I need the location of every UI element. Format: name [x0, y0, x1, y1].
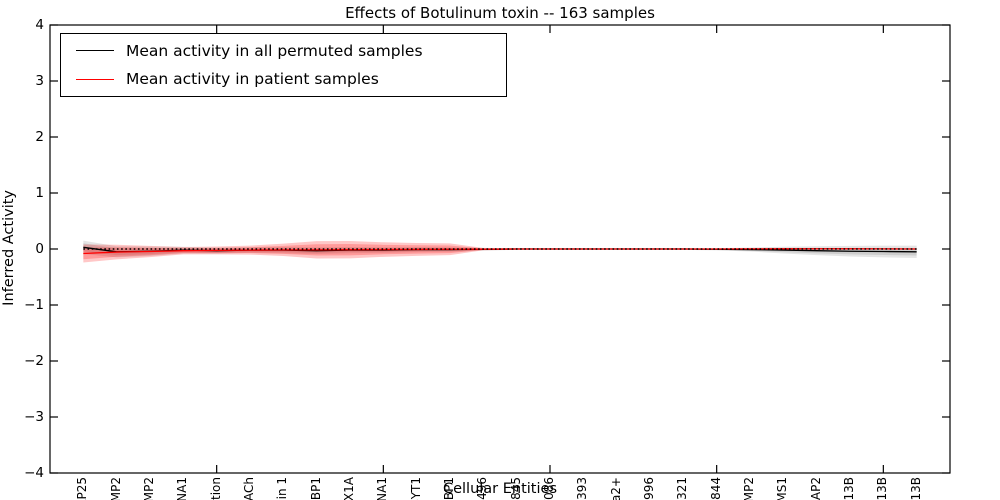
legend-label: Mean activity in patient samples: [126, 70, 379, 89]
legend-entry: Mean activity in patient samples: [61, 66, 506, 93]
y-tick-label: −2: [24, 352, 44, 369]
y-tick-label: −4: [24, 464, 44, 481]
y-tick-label: 3: [35, 72, 44, 89]
y-tick-label: −1: [24, 296, 44, 313]
x-axis-label: Cellular Entities: [442, 481, 558, 497]
chart-title: Effects of Botulinum toxin -- 163 sample…: [345, 4, 655, 22]
legend-line-swatch: [76, 78, 114, 80]
y-tick-label: 2: [35, 128, 44, 145]
y-tick-label: 0: [35, 240, 44, 257]
y-tick-label: 4: [35, 16, 44, 33]
legend-line-swatch: [76, 50, 114, 52]
band-patient-outer: [83, 240, 917, 263]
band-patient-inner: [83, 244, 917, 260]
legend-label: Mean activity in all permuted samples: [126, 41, 423, 60]
y-tick-label: 1: [35, 184, 44, 201]
y-tick-label: −3: [24, 408, 44, 425]
legend: Mean activity in all permuted samples Mea…: [60, 33, 507, 97]
legend-entry: Mean activity in all permuted samples: [61, 37, 506, 64]
